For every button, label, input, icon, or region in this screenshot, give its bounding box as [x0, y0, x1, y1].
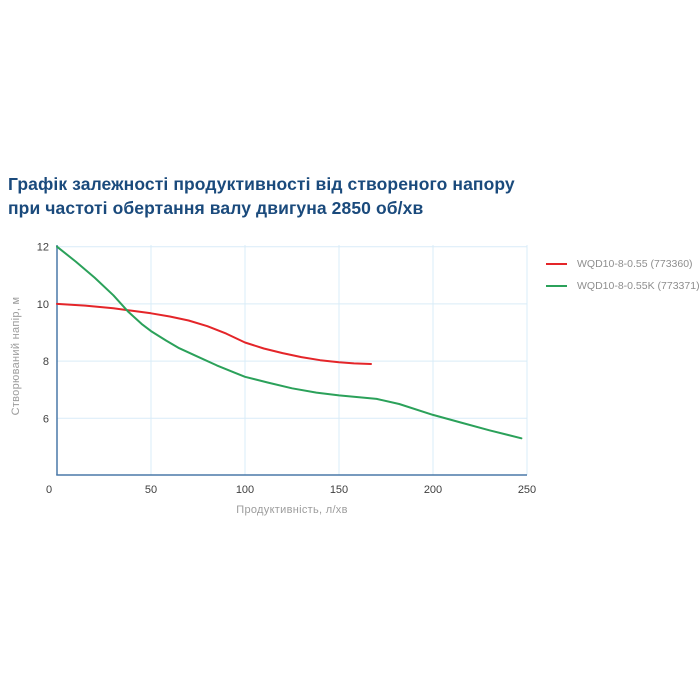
chart-title-line2: при частоті обертання валу двигуна 2850 …	[8, 198, 424, 218]
y-tick-label-8: 8	[43, 356, 49, 368]
chart-title-line1: Графік залежності продуктивності від ств…	[8, 174, 515, 194]
x-tick-label-0: 0	[46, 484, 52, 496]
series-line-1	[56, 302, 372, 365]
x-tick-label-150: 150	[330, 484, 348, 496]
legend: WQD10-8-0.55 (773360) WQD10-8-0.55K (773…	[546, 258, 700, 302]
x-tick-label-200: 200	[424, 484, 442, 496]
legend-item-series2: WQD10-8-0.55K (773371)	[546, 279, 700, 292]
y-tick-label-10: 10	[37, 299, 49, 311]
legend-item-series1: WQD10-8-0.55 (773360)	[546, 257, 700, 270]
y-tick-label-6: 6	[43, 413, 49, 425]
x-tick-label-50: 50	[145, 484, 157, 496]
y-axis-label: Створюваний напір, м	[10, 296, 22, 416]
legend-swatch-green-line	[546, 284, 567, 287]
chart-title: Графік залежності продуктивності від ств…	[8, 172, 515, 220]
legend-label-series2: WQD10-8-0.55K (773371)	[577, 279, 700, 292]
x-axis-label: Продуктивність, л/хв	[236, 504, 348, 516]
series-line-2	[56, 245, 523, 440]
legend-swatch-red-line	[546, 262, 567, 265]
y-tick-label-12: 12	[37, 242, 49, 254]
x-tick-label-250: 250	[518, 484, 536, 496]
legend-label-series1: WQD10-8-0.55 (773360)	[577, 257, 693, 270]
x-tick-label-100: 100	[236, 484, 254, 496]
